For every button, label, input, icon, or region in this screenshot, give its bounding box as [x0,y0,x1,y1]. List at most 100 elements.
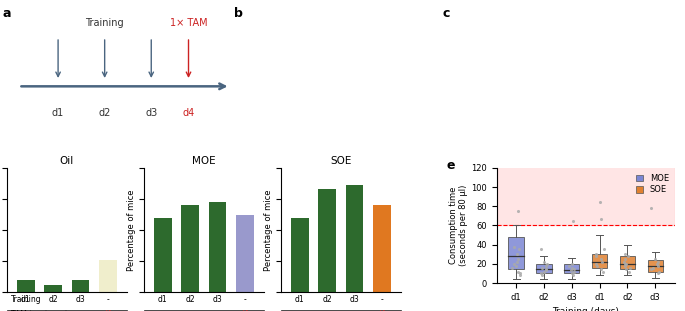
Point [513,247,524,252]
Point [598,269,609,274]
Point [595,216,606,221]
Point [595,199,606,204]
Point [514,271,525,276]
Text: -: - [162,310,164,311]
Point [540,267,551,272]
Point [513,209,524,214]
Text: Training: Training [86,18,124,28]
Bar [291,218,309,292]
Text: d3: d3 [212,295,223,304]
Point [620,261,631,266]
Text: -: - [79,310,82,311]
Point [569,269,580,274]
Point [653,271,664,276]
Point [566,265,577,270]
Point [566,261,577,266]
Point [652,263,663,268]
Y-axis label: Percentage of mice: Percentage of mice [264,189,273,271]
Text: Training: Training [11,295,42,304]
Point [590,254,601,259]
Point [512,252,523,257]
Point [597,259,608,264]
Point [619,252,630,257]
Point [508,244,519,249]
Point [538,259,549,264]
Bar [319,189,336,292]
Text: d1: d1 [52,109,64,118]
Point [598,247,609,252]
Point [510,263,521,268]
Point [592,263,603,268]
Text: -: - [353,310,356,311]
Text: -: - [326,310,329,311]
Point [622,254,633,259]
Text: d1: d1 [295,295,305,304]
Point [569,266,580,271]
Point [512,259,523,264]
Bar [647,260,663,272]
Point [541,263,552,268]
Text: -: - [299,310,301,311]
Text: -: - [216,310,219,311]
Text: TAM treatment: TAM treatment [11,310,68,311]
Point [646,206,657,211]
Point [536,247,547,252]
Y-axis label: Consumption time
(seconds per 80 μl): Consumption time (seconds per 80 μl) [449,185,469,266]
Point [536,271,547,276]
Text: d2: d2 [99,109,111,118]
Text: -: - [380,295,383,304]
Point [563,263,574,268]
Point [653,269,664,274]
Text: d4: d4 [377,310,386,311]
Text: -: - [106,295,109,304]
Point [509,261,520,266]
Point [595,266,606,271]
Title: MOE: MOE [192,156,216,166]
Bar [564,264,580,273]
Point [542,261,553,266]
Point [566,271,577,276]
Text: d2: d2 [323,295,332,304]
Bar [17,280,35,292]
Bar [236,215,253,292]
Bar [71,280,89,292]
Bar [536,264,551,273]
X-axis label: Training (days): Training (days) [552,307,619,311]
Point [514,273,525,278]
Point [567,218,578,223]
Legend: MOE, SOE: MOE, SOE [634,172,671,196]
Point [507,265,518,270]
Bar [345,185,363,292]
Point [566,267,577,272]
Text: e: e [447,159,456,172]
Point [590,252,601,257]
Text: -: - [243,295,246,304]
Point [647,265,658,270]
Bar [208,202,226,292]
Text: d1: d1 [21,295,31,304]
Point [624,265,635,270]
Text: -: - [25,310,27,311]
Point [649,257,660,262]
Bar [99,260,116,292]
Text: a: a [2,7,11,20]
Y-axis label: Percentage of mice: Percentage of mice [127,189,136,271]
Text: 1× TAM: 1× TAM [170,18,208,28]
Point [595,257,606,262]
Bar [373,205,390,292]
Point [537,273,548,278]
Point [651,261,662,266]
Text: b: b [234,7,243,20]
Bar [508,237,524,269]
Point [623,269,634,274]
Text: d3: d3 [75,295,86,304]
Point [590,261,601,266]
Bar [497,149,675,225]
Point [536,265,547,270]
Point [620,263,631,268]
Point [619,257,630,262]
Text: d3: d3 [349,295,360,304]
Bar [182,205,199,292]
Text: d2: d2 [186,295,195,304]
Point [652,259,663,264]
